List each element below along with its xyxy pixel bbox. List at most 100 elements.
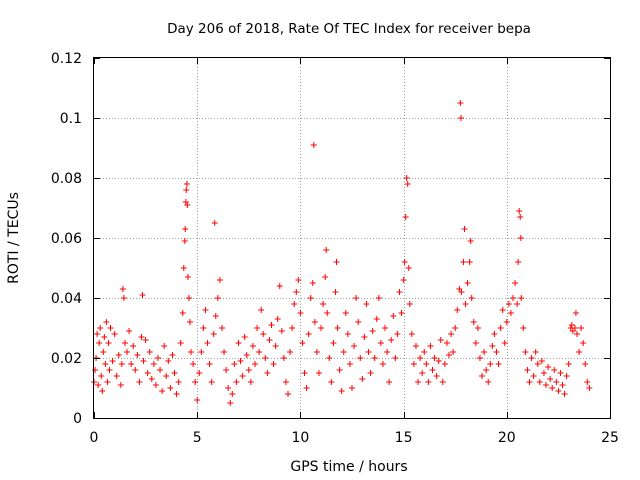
data-point — [563, 373, 570, 379]
data-point — [584, 379, 591, 385]
data-point — [245, 367, 252, 373]
data-point — [262, 355, 269, 361]
data-point — [138, 334, 145, 340]
data-point — [295, 277, 302, 283]
data-point — [299, 340, 306, 346]
data-point — [94, 331, 101, 337]
data-point — [274, 316, 281, 322]
data-point — [460, 259, 467, 265]
data-point — [369, 328, 376, 334]
data-point — [417, 355, 424, 361]
data-point — [111, 331, 118, 337]
data-point — [551, 367, 558, 373]
y-axis-title: ROTI / TECUs — [6, 192, 22, 284]
data-point — [113, 373, 120, 379]
data-point — [532, 349, 539, 355]
data-point — [545, 364, 552, 370]
chart-title: Day 206 of 2018, Rate Of TEC Index for r… — [167, 21, 531, 37]
data-point — [185, 295, 192, 301]
data-point — [386, 379, 393, 385]
data-point — [479, 373, 486, 379]
data-point — [183, 187, 190, 193]
data-point — [330, 340, 337, 346]
data-point — [307, 295, 314, 301]
data-point — [144, 370, 151, 376]
data-point — [435, 358, 442, 364]
data-point — [448, 331, 455, 337]
data-point — [489, 343, 496, 349]
y-tick-label: 0.02 — [51, 351, 82, 367]
data-point — [568, 322, 575, 328]
data-point — [565, 361, 572, 367]
data-point — [136, 379, 143, 385]
data-point — [179, 310, 186, 316]
data-point — [276, 283, 283, 289]
data-point — [557, 370, 564, 376]
data-point — [208, 379, 215, 385]
x-tick-label: 20 — [498, 430, 516, 446]
data-point — [586, 385, 593, 391]
data-point — [474, 325, 481, 331]
data-point — [139, 292, 146, 298]
data-point — [437, 337, 444, 343]
data-point — [441, 361, 448, 367]
data-point — [515, 259, 522, 265]
x-tick-label: 15 — [395, 430, 413, 446]
data-point — [472, 340, 479, 346]
data-point — [402, 214, 409, 220]
data-point — [105, 340, 112, 346]
data-point — [121, 340, 128, 346]
data-point — [134, 352, 141, 358]
data-point — [357, 355, 364, 361]
data-point — [98, 373, 105, 379]
data-point — [439, 379, 446, 385]
data-point — [198, 349, 205, 355]
data-point — [457, 100, 464, 106]
data-point — [146, 349, 153, 355]
data-point — [555, 388, 562, 394]
data-point — [450, 349, 457, 355]
data-point — [576, 349, 583, 355]
y-tick-label: 0.08 — [51, 171, 82, 187]
data-point — [216, 277, 223, 283]
y-tick-label: 0.04 — [51, 291, 82, 307]
data-point — [375, 295, 382, 301]
data-point — [169, 352, 176, 358]
data-point — [184, 274, 191, 280]
y-tick-labels: 0 0.02 0.04 0.06 0.08 0.1 0.12 — [51, 51, 82, 427]
data-point — [287, 349, 294, 355]
data-point — [470, 319, 477, 325]
y-tick-label: 0.06 — [51, 231, 82, 247]
data-point — [580, 340, 587, 346]
data-point — [196, 370, 203, 376]
data-point — [221, 349, 228, 355]
data-point — [415, 379, 422, 385]
data-point — [578, 325, 585, 331]
data-point — [559, 382, 566, 388]
data-point — [390, 313, 397, 319]
data-point — [303, 385, 310, 391]
data-point — [373, 316, 380, 322]
data-point — [260, 331, 267, 337]
data-point — [425, 379, 432, 385]
data-point — [249, 343, 256, 349]
data-point — [520, 325, 527, 331]
data-point — [256, 349, 263, 355]
data-point — [497, 325, 504, 331]
data-point — [464, 280, 471, 286]
data-point — [538, 358, 545, 364]
data-point — [326, 355, 333, 361]
data-point — [582, 361, 589, 367]
data-point — [104, 379, 111, 385]
data-point — [398, 310, 405, 316]
axis-ticks — [94, 58, 611, 419]
data-point — [148, 376, 155, 382]
data-point — [268, 322, 275, 328]
data-point — [119, 286, 126, 292]
data-point — [509, 295, 516, 301]
data-point — [247, 379, 254, 385]
data-point — [227, 400, 234, 406]
data-point — [107, 325, 114, 331]
data-point — [206, 361, 213, 367]
data-point — [394, 331, 401, 337]
